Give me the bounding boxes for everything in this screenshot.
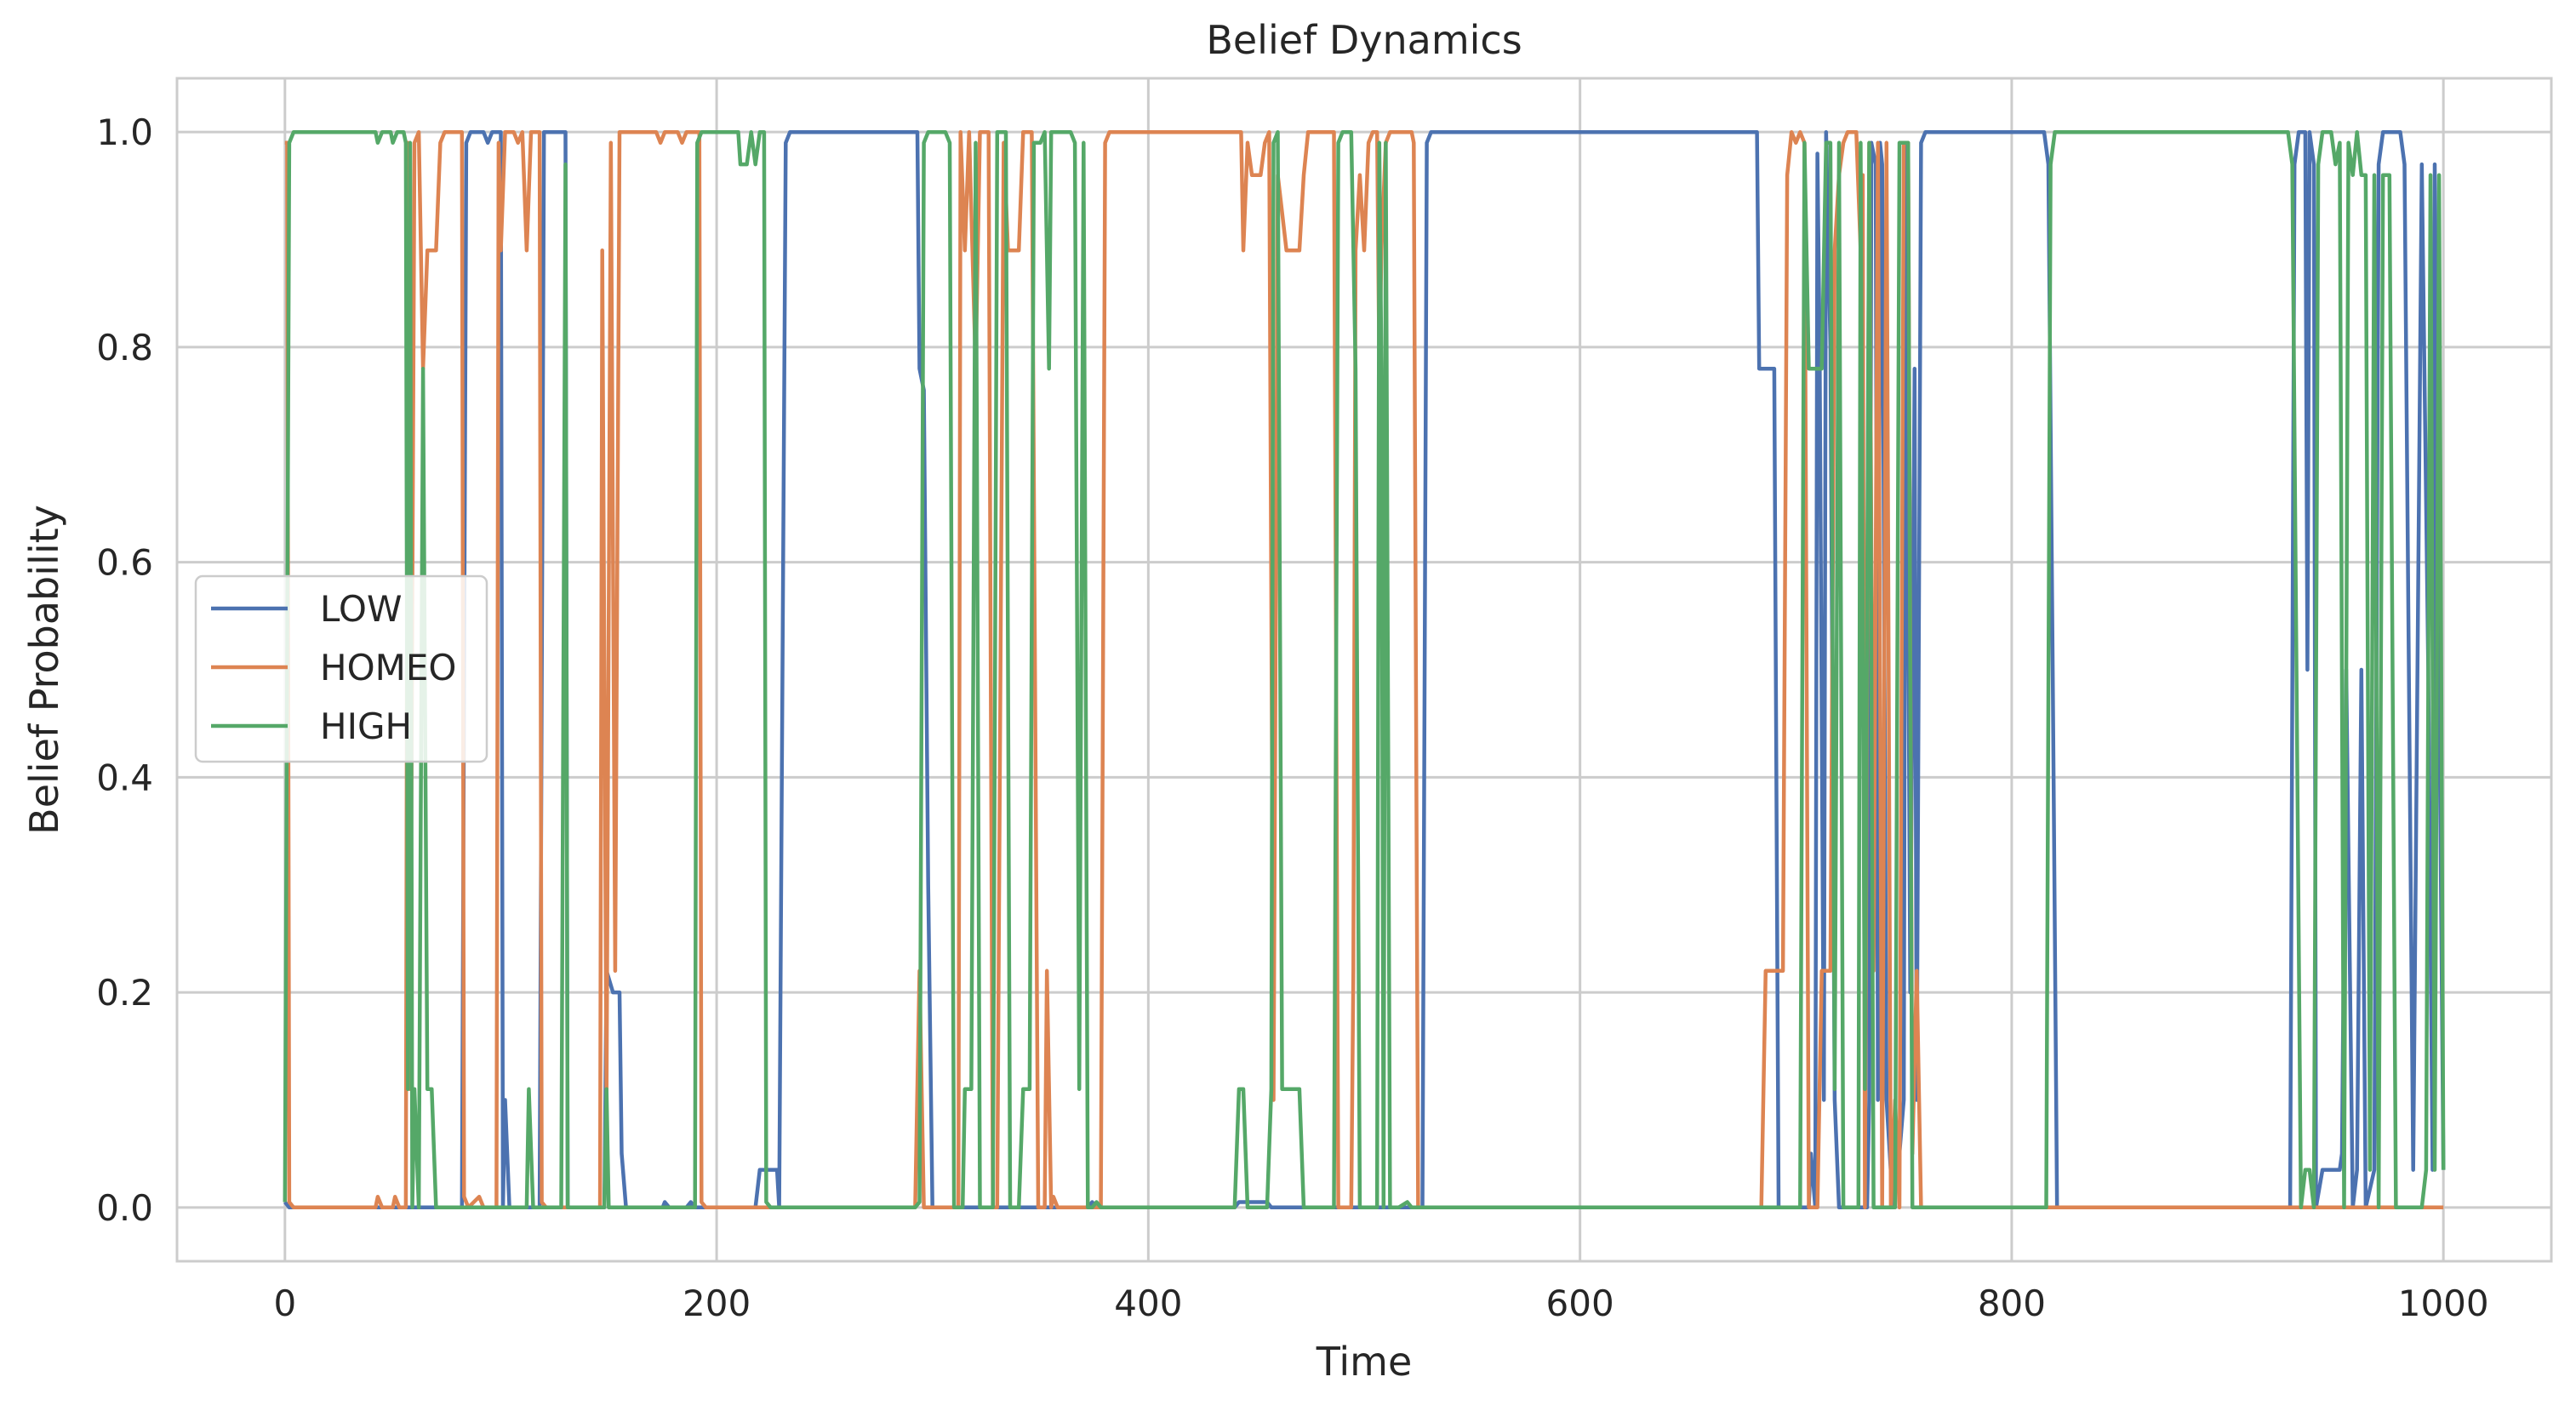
y-tick-label: 0.4 — [96, 757, 153, 798]
y-tick-label: 1.0 — [96, 111, 153, 153]
y-axis-label: Belief Probability — [21, 505, 67, 835]
series-lines — [283, 129, 2446, 1210]
x-tick-label: 600 — [1546, 1282, 1614, 1324]
chart-title: Belief Dynamics — [1206, 17, 1522, 63]
x-tick-label: 200 — [683, 1282, 751, 1324]
x-axis-label: Time — [1316, 1339, 1413, 1385]
legend-box — [194, 574, 488, 763]
legend-label-high: HIGH — [320, 706, 412, 747]
x-tick-label: 1000 — [2398, 1282, 2489, 1324]
y-tick-label: 0.0 — [96, 1187, 153, 1229]
y-tick-label: 0.2 — [96, 972, 153, 1014]
y-tick-label: 0.6 — [96, 542, 153, 584]
y-tick-label: 0.8 — [96, 327, 153, 368]
series-line-high — [283, 129, 2446, 1210]
plot-frame — [175, 77, 2553, 1263]
legend: LOW HOMEO HIGH — [194, 574, 488, 763]
x-tick-label: 0 — [273, 1282, 296, 1324]
legend-label-homeo: HOMEO — [320, 647, 456, 688]
plot-area — [283, 129, 2446, 1210]
legend-label-low: LOW — [320, 588, 403, 630]
x-tick-label: 400 — [1114, 1282, 1182, 1324]
y-axis-ticks: 0.0 0.2 0.4 0.6 0.8 1.0 — [96, 111, 153, 1229]
x-axis-ticks: 0 200 400 600 800 1000 — [273, 1282, 2488, 1324]
x-tick-label: 800 — [1978, 1282, 2046, 1324]
